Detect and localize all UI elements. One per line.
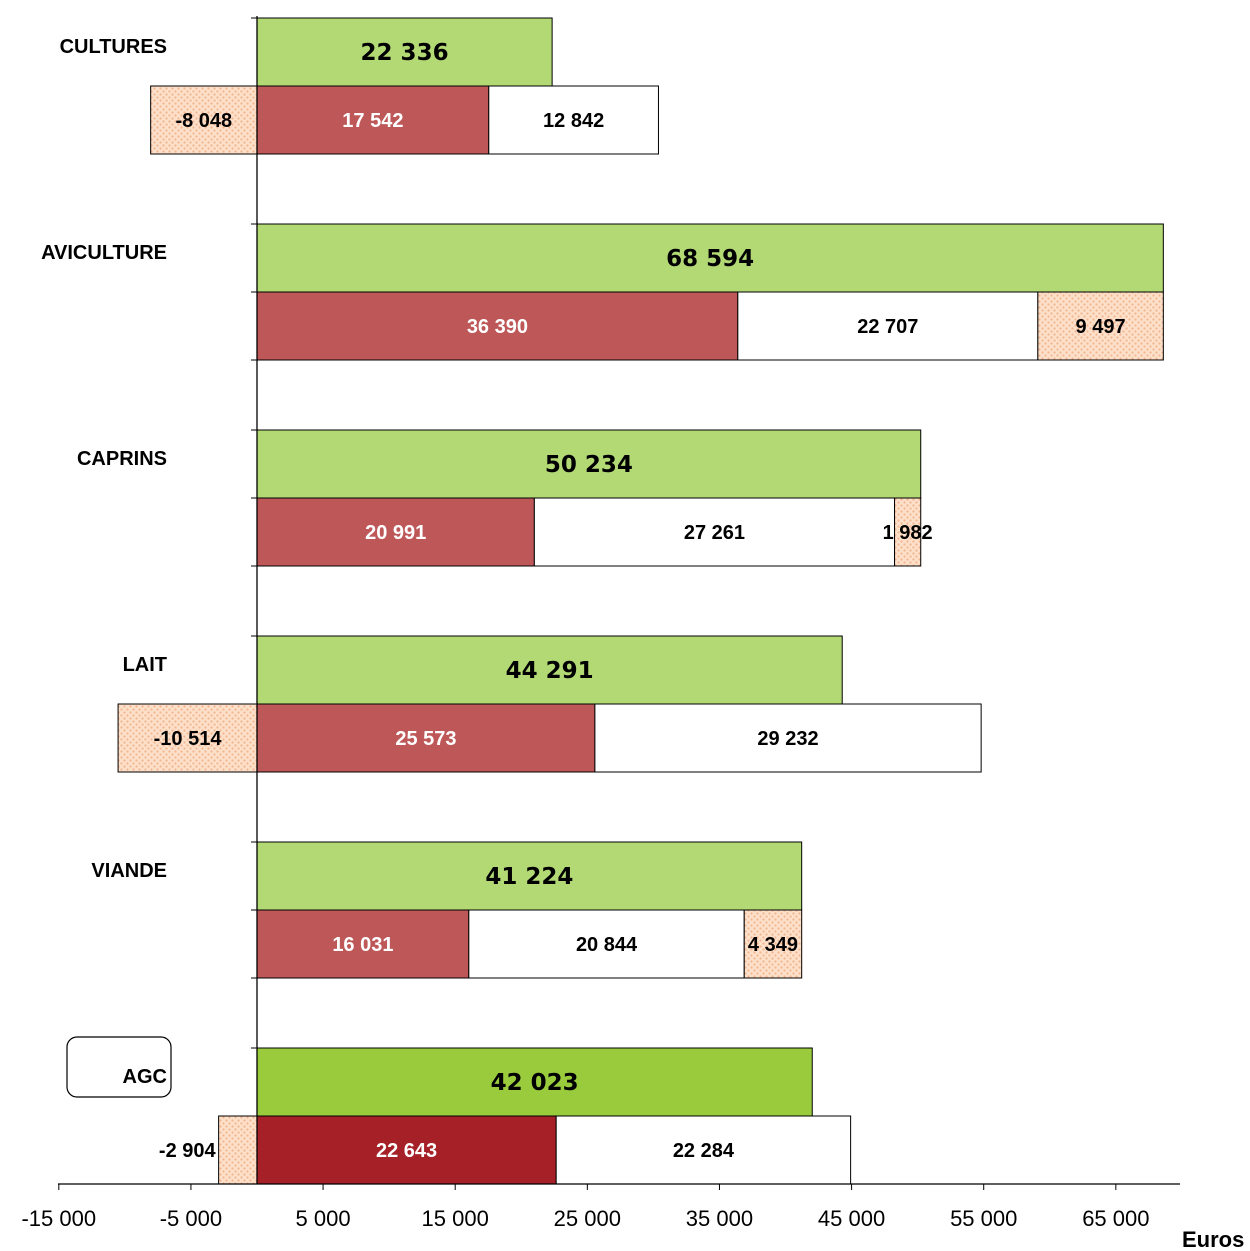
dark-segment-label: 20 991 <box>365 522 426 544</box>
dark-segment-label: 17 542 <box>342 110 403 132</box>
x-tick-label: 5 000 <box>296 1206 351 1231</box>
residual-segment-bar <box>1037 291 1164 361</box>
white-segment-label: 12 842 <box>543 110 604 132</box>
residual-segment-label: 9 497 <box>1076 316 1126 338</box>
residual-segment-label: -10 514 <box>154 728 223 750</box>
total-bar <box>256 841 803 911</box>
white-segment-label: 29 232 <box>757 728 818 750</box>
total-bar <box>256 17 553 87</box>
dark-segment-bar <box>256 85 490 155</box>
residual-segment-bar <box>117 703 258 773</box>
x-tick-label: 25 000 <box>554 1206 621 1231</box>
residual-segment-label: 1 982 <box>883 522 933 544</box>
category-label: AVICULTURE <box>41 242 167 264</box>
x-tick-label: 55 000 <box>950 1206 1017 1231</box>
x-tick-label: 15 000 <box>422 1206 489 1231</box>
white-segment-bar <box>488 85 659 155</box>
residual-segment-bar <box>894 497 922 567</box>
white-segment-bar <box>737 291 1039 361</box>
dark-segment-bar <box>256 291 739 361</box>
white-segment-label: 22 707 <box>857 316 918 338</box>
total-value-label: 44 291 <box>506 658 594 684</box>
total-value-label: 68 594 <box>666 246 754 272</box>
axes <box>58 16 1180 1190</box>
category-label: LAIT <box>123 654 167 676</box>
bars-layer <box>117 17 1164 1185</box>
dark-segment-bar <box>256 703 596 773</box>
white-segment-label: 20 844 <box>576 934 638 956</box>
white-segment-bar <box>468 909 745 979</box>
total-bar <box>256 635 843 705</box>
residual-segment-bar <box>218 1115 258 1185</box>
white-segment-bar <box>594 703 982 773</box>
category-label: CULTURES <box>60 36 167 58</box>
residual-segment-label: -2 904 <box>159 1140 217 1162</box>
dark-segment-bar <box>256 497 535 567</box>
labels-layer: 22 336 17 542 12 842 -8 048 CULTURES 68 594 36… <box>21 36 1244 1251</box>
residual-segment-label: -8 048 <box>175 110 232 132</box>
residual-segment-label: 4 349 <box>748 934 798 956</box>
total-value-label: 42 023 <box>491 1070 579 1096</box>
x-tick-label: 65 000 <box>1082 1206 1149 1231</box>
category-label: VIANDE <box>91 860 167 882</box>
total-value-label: 50 234 <box>545 452 633 478</box>
x-tick-label: -5 000 <box>160 1206 222 1231</box>
x-tick-label: -15 000 <box>21 1206 96 1231</box>
dark-segment-label: 22 643 <box>376 1140 437 1162</box>
category-label: AGC <box>123 1066 167 1088</box>
residual-segment-bar <box>743 909 803 979</box>
dark-segment-label: 25 573 <box>395 728 456 750</box>
white-segment-label: 22 284 <box>673 1140 735 1162</box>
dark-segment-bar <box>256 1115 557 1185</box>
total-bar <box>256 1047 813 1117</box>
white-segment-label: 27 261 <box>684 522 745 544</box>
white-segment-bar <box>555 1115 852 1185</box>
x-axis-unit-label: Euros <box>1182 1227 1244 1251</box>
total-bar <box>256 223 1164 293</box>
residual-segment-bar <box>150 85 258 155</box>
x-tick-label: 45 000 <box>818 1206 885 1231</box>
x-tick-label: 35 000 <box>686 1206 753 1231</box>
dark-segment-label: 16 031 <box>332 934 393 956</box>
category-label-box <box>66 1036 172 1098</box>
dark-segment-label: 36 390 <box>467 316 528 338</box>
total-value-label: 22 336 <box>361 40 449 66</box>
category-label: CAPRINS <box>77 448 167 470</box>
total-value-label: 41 224 <box>485 864 573 890</box>
